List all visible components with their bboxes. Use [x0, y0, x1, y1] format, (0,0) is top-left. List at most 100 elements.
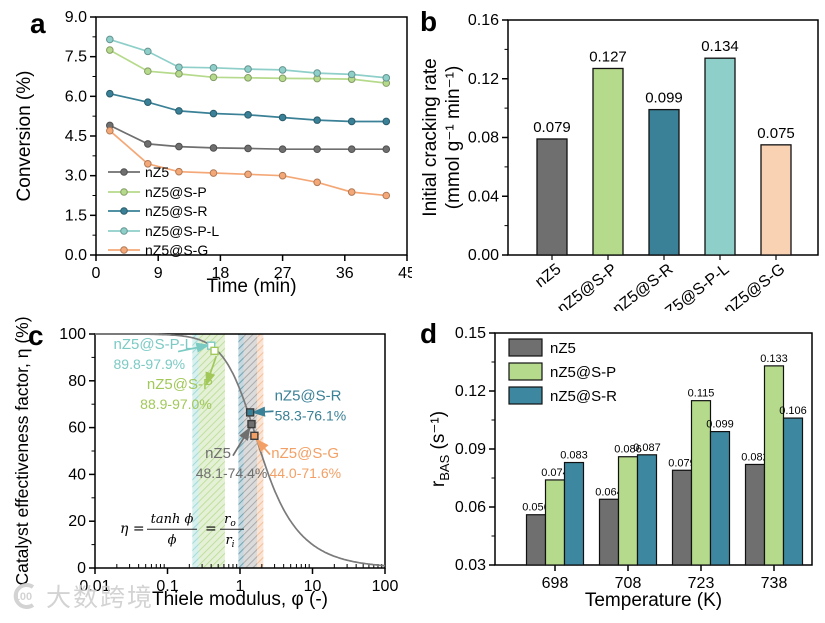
- legend-label: nZ5@S-G: [145, 242, 208, 258]
- bar-708-nZ5@S-P: [617, 456, 639, 566]
- data-point: [313, 145, 321, 154]
- legend: nZ5 nZ5@S-P nZ5@S-R: [508, 338, 617, 405]
- plot-box: [94, 333, 386, 569]
- x-tick-label: 723: [688, 575, 715, 592]
- data-point: [278, 145, 287, 154]
- bar-nZ5@S-P: [592, 67, 624, 256]
- legend-label: nZ5@S-P-L: [145, 223, 219, 239]
- marker-nZ5@S-R: [245, 408, 255, 417]
- marker-nZ5@S-G: [250, 431, 259, 440]
- plot-box: [95, 16, 408, 256]
- bar-value-label: 0.134: [701, 38, 739, 55]
- data-point: [175, 107, 183, 115]
- x-tick-label: 738: [761, 575, 788, 592]
- x-tick-label: 36: [336, 265, 354, 282]
- x-tick-label: 27: [274, 265, 292, 282]
- data-point: [144, 47, 152, 56]
- data-point: [244, 74, 252, 82]
- x-axis-title: Temperature (K): [585, 590, 722, 611]
- data-point: [106, 46, 114, 54]
- panel-label-c: c: [28, 320, 44, 351]
- effectiveness-formula: η = tanh ϕ ϕ = ro ri: [120, 512, 244, 550]
- legend: nZ5 nZ5@S-P nZ5@S-R nZ5@S-P-L nZ5@S-G: [108, 164, 219, 258]
- x-tick-label: 18: [212, 265, 230, 282]
- data-point: [313, 69, 321, 77]
- data-point: [347, 188, 356, 196]
- y-axis-title: Conversion (%): [14, 71, 35, 202]
- data-point: [106, 35, 114, 44]
- y-tick-label: 3.0: [65, 168, 87, 185]
- bar-value-label: 0.075: [757, 125, 795, 142]
- watermark: 100 大数跨境: [6, 578, 154, 614]
- chart-a-conversion-line: 0.0 1.5 3.0 4.5 6.0 7.5 9.0 0 9 18 27 36 45 nZ5 nZ5@S-…: [14, 9, 412, 297]
- series-nZ5@S-R: [106, 89, 391, 126]
- svg-text:48.1-74.4%: 48.1-74.4%: [196, 465, 268, 481]
- bar-value-label: 0.064: [595, 486, 623, 498]
- watermark-logo-icon: 100: [13, 583, 35, 609]
- y-tick-label: 0.08: [468, 130, 499, 147]
- data-point: [382, 117, 391, 126]
- bar-value-label: 0.087: [633, 442, 661, 454]
- chart-d-rbas-grouped-bar: 0.03 0.06 0.09 0.12 0.15 698 0.056 0.074 0.083 70…: [428, 325, 813, 611]
- svg-text:nZ5@S-P-L: nZ5@S-P-L: [114, 336, 193, 353]
- data-point: [144, 159, 152, 168]
- y-tick-label: 7.5: [65, 49, 87, 66]
- data-point: [278, 66, 287, 74]
- bar-value-label: 0.079: [668, 457, 696, 469]
- bar-value-label: 0.099: [645, 90, 683, 107]
- category-label: nZ5: [532, 261, 564, 291]
- svg-text:η =: η =: [120, 521, 145, 537]
- bar-738-nZ5@S-P: [763, 365, 785, 566]
- svg-text:58.3-76.1%: 58.3-76.1%: [275, 408, 347, 424]
- data-point: [244, 111, 252, 119]
- bar-value-label: 0.127: [589, 48, 627, 65]
- legend-label: nZ5: [550, 340, 576, 357]
- bar-738-nZ5: [744, 463, 766, 566]
- svg-text:tanh ϕ: tanh ϕ: [151, 512, 194, 527]
- data-point: [347, 145, 356, 154]
- bar-value-label: 0.086: [614, 444, 642, 456]
- panel-label-b: b: [420, 6, 438, 37]
- svg-text:44.0-71.6%: 44.0-71.6%: [269, 465, 341, 481]
- bar-708-nZ5: [598, 498, 620, 566]
- bar-value-label: 0.074: [541, 467, 569, 479]
- svg-text:0: 0: [77, 560, 86, 577]
- y-tick-label: 0.04: [468, 188, 499, 205]
- bar-698-nZ5: [525, 514, 547, 566]
- svg-text:ri: ri: [225, 533, 234, 550]
- legend-label: nZ5@S-R: [145, 203, 207, 219]
- y-tick-label: 6.0: [65, 88, 87, 105]
- svg-text:80: 80: [68, 373, 86, 390]
- bar-value-label: 0.106: [779, 405, 807, 417]
- data-point: [347, 70, 356, 79]
- data-point: [244, 65, 252, 73]
- legend-label: nZ5@S-P: [550, 364, 616, 381]
- x-tick-label: 698: [542, 575, 569, 592]
- svg-text:60: 60: [68, 420, 86, 437]
- y-axis-title: rBAS (s⁻¹): [428, 411, 452, 487]
- x-tick-label: 0: [92, 265, 101, 282]
- y-tick-label: 0.16: [468, 12, 499, 29]
- panel-label-a: a: [30, 8, 46, 39]
- bar-value-label: 0.056: [522, 502, 550, 514]
- svg-text:20: 20: [68, 513, 86, 530]
- data-point: [209, 63, 218, 72]
- y-tick-label: 0.12: [468, 71, 499, 88]
- svg-text:nZ5: nZ5: [205, 445, 231, 462]
- y-tick-label: 0.09: [455, 441, 486, 458]
- y-tick-label: 4.5: [65, 128, 87, 145]
- legend-label: nZ5@S-P: [145, 184, 207, 200]
- svg-text:100: 100: [59, 326, 86, 343]
- svg-text:89.8-97.9%: 89.8-97.9%: [114, 356, 186, 372]
- y-tick-label: 0.03: [455, 557, 486, 574]
- marker-nZ5@S-P: [210, 346, 219, 356]
- chart-c-thiele-modulus: 0 20 40 60 80 100 0.01 0.1 1 10 100 nZ5@S-P-L 89.8-9…: [12, 316, 398, 610]
- data-point: [144, 67, 152, 76]
- data-point: [209, 144, 218, 152]
- watermark-text: 大数跨境: [46, 584, 155, 612]
- svg-text:40: 40: [68, 466, 86, 483]
- data-point: [144, 98, 152, 106]
- bar-value-label: 0.079: [533, 119, 571, 136]
- bar-value-label: 0.083: [560, 450, 588, 462]
